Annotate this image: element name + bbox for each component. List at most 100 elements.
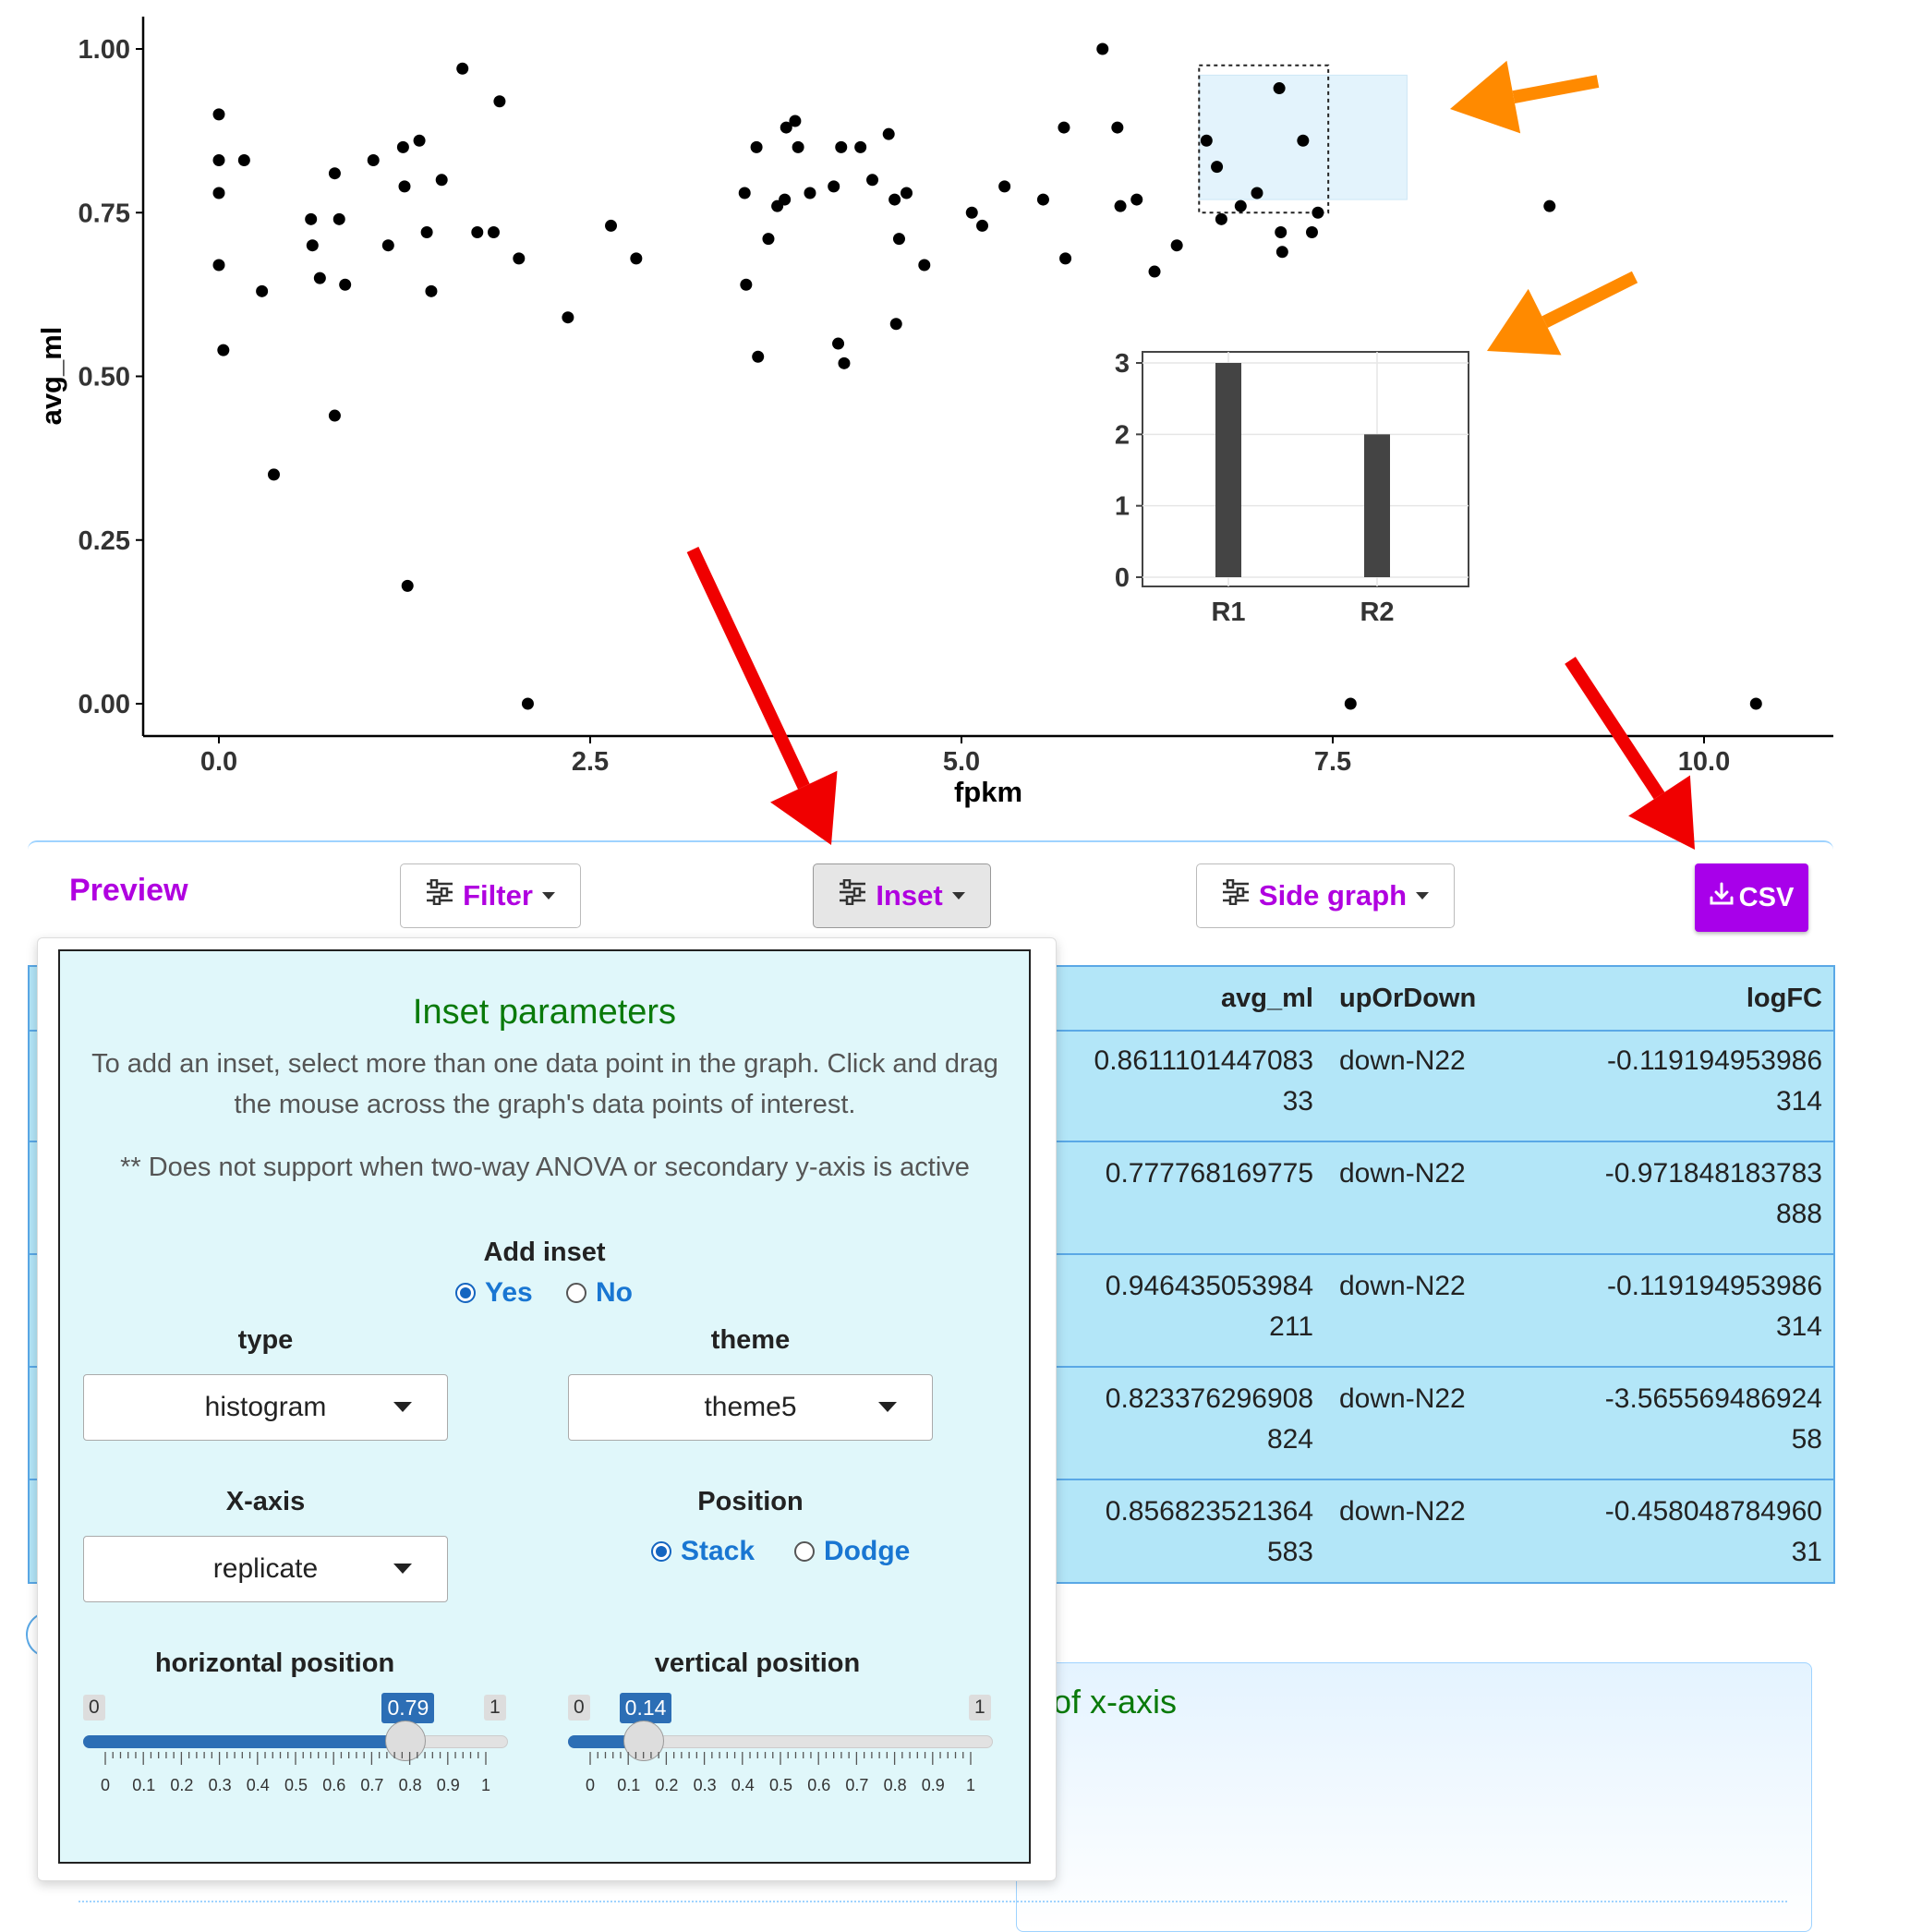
data-point [1111, 121, 1124, 134]
data-point [1297, 134, 1310, 147]
data-point [267, 468, 280, 481]
vertical-position-slider[interactable]: 0 1 0.14 0 0.1 0.2 0.3 0.4 0.5 0.6 0.7 0.8 0.9 1 [568, 1693, 993, 1805]
data-point [738, 187, 751, 199]
inset-dropdown: Inset parameters To add an inset, select… [37, 937, 1057, 1881]
y-tick-label: 0.50 [79, 363, 130, 392]
data-point [1543, 199, 1556, 212]
sliders-icon [1222, 878, 1250, 912]
inset-button[interactable]: Inset [813, 863, 991, 928]
data-point [779, 193, 792, 206]
position-dodge[interactable]: Dodge [794, 1536, 910, 1567]
y-tick-label: 0.00 [79, 690, 130, 719]
add-inset-label: Add inset [483, 1238, 606, 1267]
data-point [1234, 199, 1247, 212]
data-point [792, 140, 804, 153]
position-stack[interactable]: Stack [651, 1536, 755, 1567]
slider-tick-label: 0.1 [132, 1776, 156, 1794]
cell-up-or-down: down-N22 [1339, 1383, 1466, 1414]
theme-label: theme [710, 1325, 791, 1355]
data-point [456, 62, 469, 75]
data-point [471, 226, 484, 239]
horizontal-position-label: horizontal position [154, 1648, 395, 1678]
dropdown-arrow-icon [393, 1564, 412, 1574]
header-logfc: logFC [1746, 984, 1822, 1013]
slider-min: 0 [83, 1695, 105, 1721]
sliders-icon [426, 878, 453, 912]
cell-avg-ml: 0.856823521364 583 [1105, 1496, 1313, 1567]
slider-handle[interactable] [385, 1721, 427, 1761]
add-inset-yes[interactable]: Yes [455, 1277, 533, 1309]
data-point [398, 180, 411, 193]
slider-tick-label: 0.5 [284, 1776, 308, 1794]
y-tick-label: 0.25 [79, 526, 130, 556]
data-point [828, 180, 840, 193]
data-point [740, 278, 753, 291]
slider-handle[interactable] [623, 1721, 664, 1761]
y-axis-title: avg_ml [35, 327, 67, 426]
slider-ticks [589, 1752, 972, 1765]
data-point [487, 226, 500, 239]
data-point [425, 284, 438, 297]
inset-parameters-title: Inset parameters [412, 993, 677, 1032]
data-point [1305, 226, 1318, 239]
data-point [762, 233, 775, 246]
data-point [1096, 42, 1109, 55]
add-inset-no[interactable]: No [566, 1277, 633, 1309]
radio-selected-icon [455, 1283, 476, 1303]
lower-panel-title: of x-axis [1053, 1683, 1178, 1721]
y-tick-label: 1.00 [79, 35, 130, 65]
type-label: type [237, 1325, 294, 1355]
data-point [328, 409, 341, 422]
data-point [396, 140, 409, 153]
horizontal-position-slider[interactable]: 0 1 0.79 0 0.1 0.2 0.3 0.4 0.5 0.6 0.7 0.8 0.9 1 [83, 1693, 508, 1805]
theme-select[interactable]: theme5 [568, 1374, 933, 1441]
filter-button[interactable]: Filter [400, 863, 581, 928]
data-point [866, 174, 879, 187]
cell-logfc: -0.119194953986 314 [1607, 1271, 1822, 1342]
data-point [212, 187, 225, 199]
data-point [513, 252, 526, 265]
position-stack-label: Stack [681, 1536, 756, 1566]
data-point [998, 180, 1011, 193]
inset-note: ** Does not support when two-way ANOVA o… [120, 1153, 970, 1182]
data-point [1312, 206, 1324, 219]
slider-tick-label: 0 [585, 1776, 595, 1794]
cell-up-or-down: down-N22 [1339, 1496, 1466, 1527]
data-point [1749, 697, 1762, 710]
table-row[interactable]: 0.856823521364 583 down-N22 -0.4580487849… [30, 1480, 1833, 1591]
data-point [976, 219, 989, 232]
slider-tick-labels: 0 0.1 0.2 0.3 0.4 0.5 0.6 0.7 0.8 0.9 1 [83, 1776, 508, 1796]
data-point [1036, 193, 1049, 206]
slider-tick-label: 0.4 [246, 1776, 270, 1794]
type-select-value: histogram [204, 1392, 327, 1422]
add-inset-no-label: No [596, 1277, 633, 1308]
radio-unselected-icon [566, 1283, 586, 1303]
side-graph-label: Side graph [1258, 879, 1408, 912]
vertical-position-label: vertical position [654, 1648, 861, 1678]
inset-y-tick-label: 0 [1115, 563, 1130, 593]
slider-tick-label: 0.7 [360, 1776, 384, 1794]
theme-select-value: theme5 [704, 1392, 797, 1422]
side-graph-button[interactable]: Side graph [1196, 863, 1455, 928]
x-axis-select[interactable]: replicate [83, 1536, 448, 1602]
data-point [237, 154, 250, 167]
scatter-plot[interactable]: 0.00 0.25 0.50 0.75 1.00 0.0 2.5 5.0 7.5 10.0 fpkm… [0, 0, 1910, 831]
type-select[interactable]: histogram [83, 1374, 448, 1441]
data-point [1130, 193, 1143, 206]
slider-tick-label: 0.8 [883, 1776, 907, 1794]
slider-tick-label: 0.2 [655, 1776, 679, 1794]
data-point [750, 140, 763, 153]
csv-download-button[interactable]: CSV [1695, 863, 1808, 932]
slider-tick-label: 0.6 [322, 1776, 346, 1794]
inset-parameters-panel: Inset parameters To add an inset, select… [58, 949, 1031, 1864]
x-tick-label: 10.0 [1678, 747, 1730, 777]
slider-max: 1 [969, 1695, 991, 1721]
sliders-icon [839, 878, 866, 912]
data-point [838, 356, 851, 369]
cell-up-or-down: down-N22 [1339, 1045, 1466, 1076]
data-point [413, 134, 426, 147]
data-point [217, 344, 230, 356]
cell-avg-ml: 0.946435053984 211 [1105, 1271, 1313, 1342]
data-point [605, 219, 618, 232]
x-axis-title: fpkm [954, 776, 1022, 808]
